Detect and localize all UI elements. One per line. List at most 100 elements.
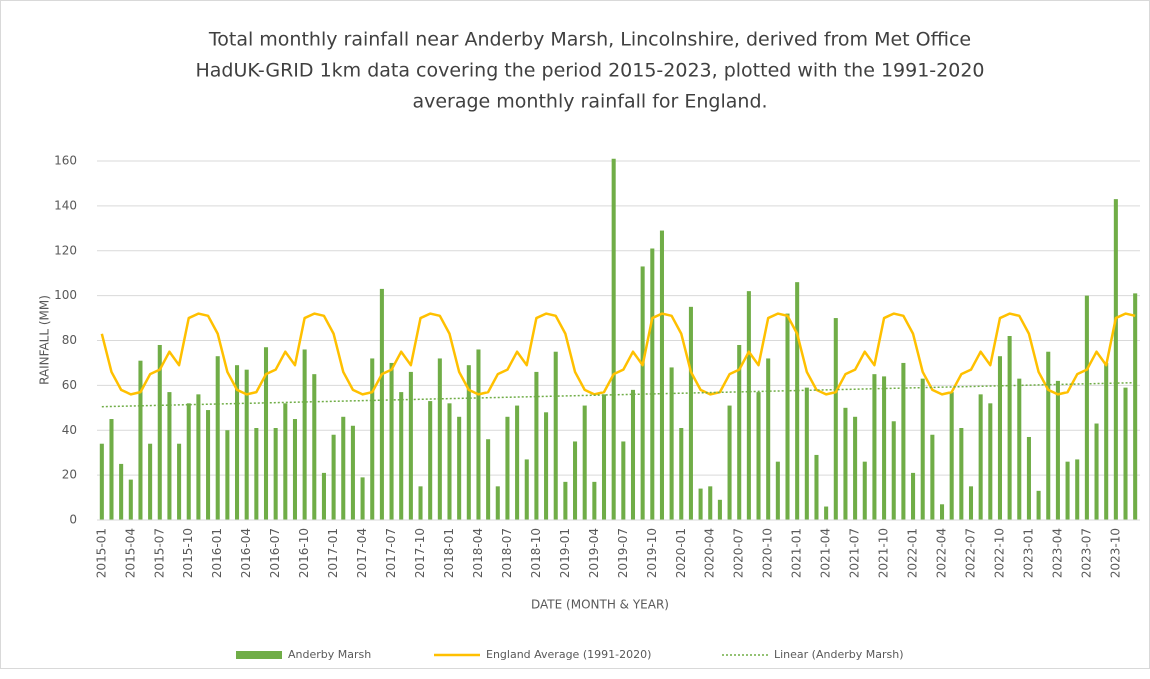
x-tick-label: 2018-10 xyxy=(529,528,543,578)
chart-subtitle: average monthly rainfall for England. xyxy=(412,91,767,113)
bar xyxy=(418,486,423,520)
bar xyxy=(1007,336,1012,520)
x-tick-label: 2020-10 xyxy=(761,528,775,578)
bar xyxy=(679,428,684,520)
bar xyxy=(302,349,307,520)
bar xyxy=(99,443,104,520)
bar xyxy=(968,486,974,520)
x-tick-label: 2020-01 xyxy=(674,528,688,578)
y-tick-label: 20 xyxy=(62,468,77,482)
bar xyxy=(737,344,742,520)
bar xyxy=(708,486,713,520)
x-tick-label: 2020-07 xyxy=(732,528,746,578)
bar xyxy=(939,504,945,520)
chart-subtitle: HadUK-GRID 1km data covering the period … xyxy=(195,60,984,82)
bar xyxy=(795,282,800,520)
bar xyxy=(920,378,925,520)
bar xyxy=(978,394,983,520)
y-tick-label: 0 xyxy=(69,513,77,527)
x-axis-title: DATE (MONTH & YEAR) xyxy=(531,598,669,612)
bar xyxy=(283,403,288,520)
x-tick-label: 2021-01 xyxy=(790,528,804,578)
bar xyxy=(215,356,220,520)
legend-label: England Average (1991-2020) xyxy=(486,648,651,661)
bar xyxy=(505,416,510,520)
bar xyxy=(292,419,298,520)
bar xyxy=(833,318,838,520)
bar xyxy=(119,463,124,520)
bar xyxy=(457,416,462,520)
bar xyxy=(650,248,655,520)
bar xyxy=(312,374,317,520)
x-tick-label: 2021-04 xyxy=(819,528,833,578)
bar xyxy=(911,472,916,520)
bar xyxy=(775,461,780,520)
bar xyxy=(659,230,664,520)
bar xyxy=(148,443,153,520)
bar xyxy=(630,389,636,520)
bar xyxy=(206,410,211,520)
bar xyxy=(524,459,529,520)
x-tick-label: 2019-07 xyxy=(616,528,630,578)
bar xyxy=(621,441,626,520)
bar xyxy=(1113,199,1118,521)
x-tick-label: 2019-10 xyxy=(645,528,659,578)
bar xyxy=(379,288,384,520)
bar xyxy=(1104,362,1109,520)
x-tick-label: 2017-07 xyxy=(384,528,398,578)
x-tick-label: 2021-07 xyxy=(848,528,862,578)
x-tick-label: 2022-01 xyxy=(906,528,920,578)
bar xyxy=(988,403,993,520)
bar xyxy=(997,356,1002,520)
bar xyxy=(1075,459,1080,520)
x-tick-label: 2019-01 xyxy=(558,528,572,578)
bar xyxy=(785,313,790,520)
y-tick-label: 60 xyxy=(62,378,77,392)
x-tick-label: 2022-04 xyxy=(935,528,949,578)
x-tick-label: 2022-07 xyxy=(963,528,977,578)
bar xyxy=(399,392,404,520)
bar xyxy=(1133,293,1138,520)
bar xyxy=(853,416,858,520)
x-tick-label: 2018-01 xyxy=(442,528,456,578)
bar xyxy=(901,362,906,520)
bar xyxy=(804,387,809,520)
legend-swatch xyxy=(236,651,282,659)
x-tick-label: 2018-04 xyxy=(471,528,485,578)
y-tick-label: 140 xyxy=(54,198,77,212)
x-tick-label: 2016-10 xyxy=(297,528,311,578)
x-tick-label: 2015-01 xyxy=(94,528,108,578)
bar xyxy=(814,454,819,520)
bar xyxy=(949,392,954,520)
bar xyxy=(1084,295,1089,520)
x-tick-label: 2015-04 xyxy=(123,528,137,578)
y-axis-title: RAINFALL (MM) xyxy=(38,295,52,385)
bar xyxy=(244,369,249,520)
bar xyxy=(370,358,375,520)
bar xyxy=(408,371,413,520)
bar xyxy=(515,405,520,520)
bar xyxy=(360,477,365,520)
bar xyxy=(601,394,607,520)
bar xyxy=(698,488,703,520)
bar xyxy=(891,421,896,520)
x-tick-label: 2015-07 xyxy=(152,528,166,578)
bar xyxy=(389,362,394,520)
bar xyxy=(640,266,645,520)
bar xyxy=(331,434,336,520)
bar xyxy=(128,479,133,520)
y-tick-label: 160 xyxy=(54,154,77,168)
bar xyxy=(263,347,269,520)
y-tick-label: 40 xyxy=(62,423,77,437)
bar xyxy=(1026,436,1031,520)
bar xyxy=(872,374,877,520)
bar xyxy=(544,412,549,520)
legend-label: Anderby Marsh xyxy=(288,648,371,661)
bar xyxy=(321,472,326,520)
bar xyxy=(466,365,471,520)
bar xyxy=(582,405,587,520)
x-tick-label: 2023-04 xyxy=(1050,528,1064,578)
x-tick-label: 2016-01 xyxy=(210,528,224,578)
x-tick-label: 2016-04 xyxy=(239,528,253,578)
y-tick-label: 80 xyxy=(62,333,77,347)
